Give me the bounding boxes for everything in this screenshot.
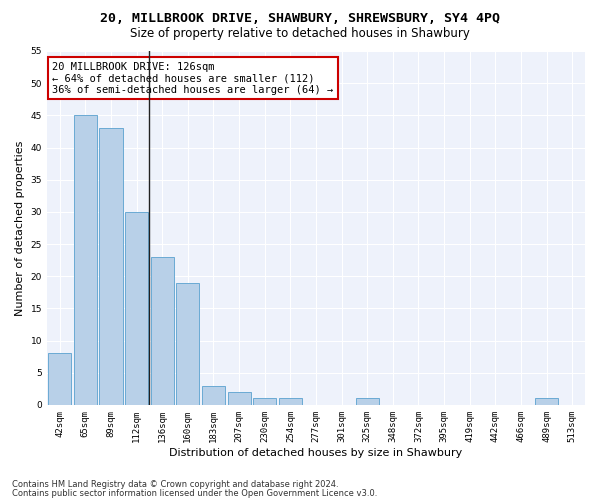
Text: Contains HM Land Registry data © Crown copyright and database right 2024.: Contains HM Land Registry data © Crown c… bbox=[12, 480, 338, 489]
Text: Size of property relative to detached houses in Shawbury: Size of property relative to detached ho… bbox=[130, 28, 470, 40]
Bar bbox=[253, 398, 276, 405]
Text: 20, MILLBROOK DRIVE, SHAWBURY, SHREWSBURY, SY4 4PQ: 20, MILLBROOK DRIVE, SHAWBURY, SHREWSBUR… bbox=[100, 12, 500, 26]
Bar bbox=[151, 257, 174, 405]
Bar bbox=[100, 128, 122, 405]
Y-axis label: Number of detached properties: Number of detached properties bbox=[15, 140, 25, 316]
Bar bbox=[227, 392, 251, 405]
Bar bbox=[356, 398, 379, 405]
Bar bbox=[125, 212, 148, 405]
Text: 20 MILLBROOK DRIVE: 126sqm
← 64% of detached houses are smaller (112)
36% of sem: 20 MILLBROOK DRIVE: 126sqm ← 64% of deta… bbox=[52, 62, 334, 95]
Text: Contains public sector information licensed under the Open Government Licence v3: Contains public sector information licen… bbox=[12, 489, 377, 498]
Bar bbox=[48, 354, 71, 405]
Bar bbox=[202, 386, 225, 405]
X-axis label: Distribution of detached houses by size in Shawbury: Distribution of detached houses by size … bbox=[169, 448, 463, 458]
Bar bbox=[535, 398, 558, 405]
Bar bbox=[74, 116, 97, 405]
Bar bbox=[279, 398, 302, 405]
Bar bbox=[176, 282, 199, 405]
